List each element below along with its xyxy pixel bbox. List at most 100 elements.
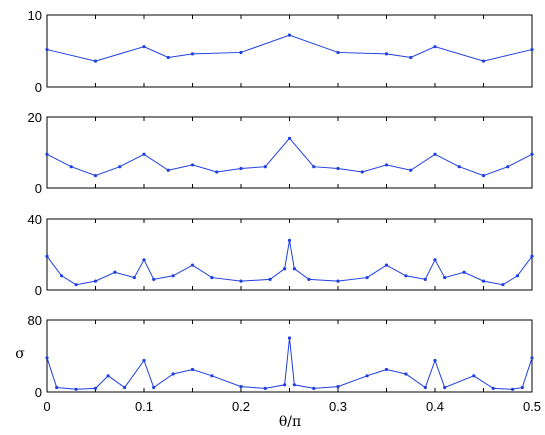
x-tick-label: 0 [43, 399, 50, 414]
series-line [46, 34, 533, 62]
data-point [263, 165, 267, 169]
y-axis-label: σ [15, 346, 25, 362]
data-point [113, 270, 117, 274]
series-line [46, 240, 533, 286]
y-tick-label: 0 [35, 181, 42, 196]
data-point [210, 374, 214, 378]
data-point [166, 168, 170, 172]
data-point [365, 275, 369, 280]
data-point [409, 55, 413, 60]
data-point [404, 372, 408, 376]
data-point [152, 277, 156, 281]
data-point [384, 367, 389, 372]
subplot-4: 0 80 0 0.1 0.2 0.3 0.4 0.5 [28, 313, 542, 414]
data-point [118, 165, 122, 169]
data-point [283, 383, 287, 387]
data-point [365, 374, 369, 378]
data-point [142, 45, 146, 49]
data-point [312, 165, 316, 169]
data-point [423, 277, 427, 281]
data-point [239, 279, 243, 283]
data-point [510, 387, 515, 391]
data-point [336, 166, 340, 171]
x-axis-label: θ/π [279, 414, 301, 430]
subplot-1: 0 10 [28, 8, 534, 95]
data-point [462, 270, 466, 274]
data-point [481, 59, 486, 63]
data-point [292, 383, 296, 387]
subplots: 0 10 0 20 0 40 0 80 0 0.1 0.2 0.3 0.4 0.5 [28, 8, 542, 414]
data-point [520, 385, 524, 390]
data-point [530, 356, 534, 360]
data-point [93, 173, 98, 178]
data-point [409, 168, 413, 172]
data-point [384, 263, 389, 267]
data-point [132, 275, 136, 280]
data-point [287, 336, 292, 340]
y-tick-label: 0 [35, 283, 42, 298]
data-point [190, 163, 195, 167]
data-point [171, 274, 175, 278]
data-point [45, 47, 49, 52]
data-point [45, 152, 49, 156]
y-tick-label: 0 [35, 80, 42, 95]
data-point [491, 386, 495, 390]
axes-frame [46, 14, 533, 88]
series-line [46, 337, 533, 390]
data-point [287, 33, 292, 37]
data-point [45, 254, 49, 258]
data-point [142, 152, 146, 156]
data-point [292, 267, 296, 271]
data-point [481, 173, 486, 178]
y-tick-label: 80 [28, 313, 42, 328]
axes-frame [46, 116, 533, 189]
data-point [152, 385, 156, 390]
y-tick-label: 40 [28, 212, 42, 227]
data-point [166, 55, 170, 60]
x-tick-label: 0.1 [135, 399, 153, 414]
y-tick-label: 20 [28, 110, 42, 125]
data-point [360, 170, 364, 174]
x-tick-label: 0.4 [426, 399, 444, 414]
data-point [210, 275, 214, 280]
data-point [283, 267, 287, 271]
data-point [74, 283, 78, 287]
data-point [45, 356, 49, 360]
data-point [506, 165, 510, 169]
x-tick-label: 0.2 [232, 399, 250, 414]
axes-frame [46, 218, 533, 291]
data-point [501, 283, 505, 287]
data-point [336, 385, 340, 389]
data-point [287, 136, 292, 140]
data-point [93, 279, 98, 283]
subplot-3: 0 40 [28, 212, 534, 298]
data-point [106, 374, 110, 378]
data-point [433, 45, 437, 49]
data-point [239, 385, 243, 389]
data-point [530, 254, 534, 258]
data-point [472, 374, 476, 378]
data-point [530, 152, 534, 156]
data-point [93, 59, 98, 63]
data-point [215, 170, 219, 174]
data-point [481, 279, 486, 283]
data-point [336, 50, 340, 55]
data-point [384, 52, 389, 56]
data-point [55, 385, 59, 390]
data-point [433, 152, 437, 156]
data-point [142, 258, 146, 262]
data-point [433, 258, 437, 262]
data-point [142, 358, 146, 363]
series-line [46, 137, 533, 177]
data-point [69, 165, 73, 169]
data-point [171, 372, 175, 376]
data-point [190, 263, 195, 267]
data-point [443, 275, 447, 280]
data-point [336, 279, 340, 283]
data-point [307, 277, 311, 281]
data-point [287, 238, 292, 242]
y-tick-label: 10 [28, 8, 42, 23]
data-point [515, 274, 520, 278]
data-point [239, 166, 243, 171]
